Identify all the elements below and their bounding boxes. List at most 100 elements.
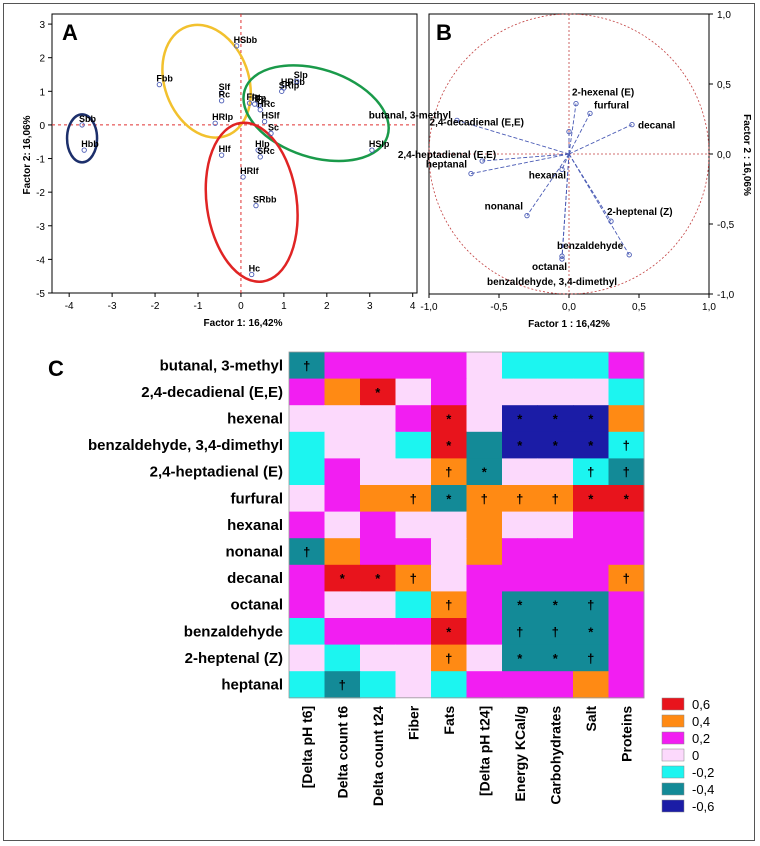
heatmap-cell bbox=[289, 458, 325, 486]
significance-mark: † bbox=[445, 465, 452, 480]
loading-label: decanal bbox=[638, 121, 675, 132]
heatmap-cell bbox=[466, 538, 503, 566]
heatmap-cell bbox=[395, 352, 432, 380]
panel-b-ytick-label: 1,0 bbox=[717, 10, 731, 21]
heatmap-row-label: benzaldehyde bbox=[184, 623, 283, 640]
loading-label: benzaldehyde bbox=[557, 241, 624, 252]
panel-a-point-label: Hlf bbox=[219, 144, 232, 154]
loading-label: nonanal bbox=[485, 202, 524, 213]
significance-mark: † bbox=[516, 491, 523, 506]
loading-label: furfural bbox=[594, 100, 629, 111]
heatmap-cell bbox=[324, 458, 361, 486]
heatmap-cell bbox=[502, 378, 538, 406]
heatmap-cell bbox=[431, 538, 467, 566]
panel-a-ylabel: Factor 2: 16,06% bbox=[22, 115, 33, 194]
significance-mark: † bbox=[552, 624, 559, 639]
loading-point bbox=[559, 256, 565, 262]
panel-a-point bbox=[240, 174, 246, 180]
loading-vector bbox=[561, 153, 570, 260]
heatmap-cell bbox=[466, 458, 503, 486]
cluster-ellipse-navy bbox=[65, 113, 99, 164]
heatmap-cell bbox=[502, 405, 538, 433]
heatmap-cell bbox=[395, 485, 432, 513]
heatmap-cell bbox=[573, 671, 609, 699]
heatmap-cell bbox=[360, 671, 396, 699]
panel-a-ytick-label: 1 bbox=[39, 87, 45, 98]
panel-a-point-label: Slf bbox=[219, 82, 232, 92]
heatmap-cell bbox=[360, 538, 396, 566]
heatmap-cell bbox=[289, 564, 325, 592]
heatmap-cell bbox=[431, 644, 467, 672]
panel-a-point-label: HRc bbox=[257, 99, 275, 109]
loading-vector bbox=[568, 124, 633, 155]
panel-c-letter: C bbox=[48, 356, 64, 381]
heatmap-cell bbox=[289, 431, 325, 459]
heatmap-column-label: Delta count t24 bbox=[370, 706, 386, 807]
panel-a-point bbox=[369, 147, 375, 153]
heatmap-column-label: Fiber bbox=[405, 705, 421, 740]
heatmap-cell bbox=[502, 671, 538, 699]
heatmap-cell bbox=[502, 564, 538, 592]
heatmap-row-label: 2,4-heptadienal (E) bbox=[150, 464, 283, 481]
heatmap-cell bbox=[324, 538, 361, 566]
heatmap-cell bbox=[395, 405, 432, 433]
heatmap-column-labels: [Delta pH t6] Delta count t6 Delta count t… bbox=[299, 705, 635, 806]
panel-a-points: SbbHbbFbbSlfRcHSbbHRlpHlfHRlfSRbbHcHlpSR… bbox=[79, 35, 390, 278]
panel-a-xtick-label: 0 bbox=[238, 301, 244, 312]
panel-a-point-label: Hbb bbox=[81, 139, 99, 149]
panel-a-point-label: SRbb bbox=[253, 195, 277, 205]
heatmap-cell bbox=[608, 671, 645, 699]
significance-mark: † bbox=[552, 491, 559, 506]
heatmap-cell bbox=[431, 458, 467, 486]
loading-vector bbox=[568, 153, 612, 222]
heatmap-column-label: Fats bbox=[441, 706, 457, 735]
cluster-ellipse-green bbox=[242, 64, 390, 163]
heatmap-cell bbox=[324, 485, 361, 513]
significance-mark: * bbox=[588, 438, 594, 453]
heatmap-cell bbox=[289, 538, 325, 566]
significance-mark: † bbox=[339, 678, 346, 693]
heatmap-cell bbox=[537, 538, 574, 566]
loading-vector bbox=[470, 153, 570, 175]
heatmap-row-label: decanal bbox=[227, 570, 283, 587]
significance-mark: * bbox=[624, 491, 630, 506]
panel-a-xtick-label: 2 bbox=[324, 301, 330, 312]
heatmap-row-label: furfural bbox=[231, 490, 284, 507]
heatmap-cell bbox=[431, 511, 467, 539]
panel-a-xlabel: Factor 1: 16,42% bbox=[204, 318, 283, 329]
loading-point bbox=[626, 252, 632, 258]
figure-frame bbox=[3, 3, 755, 841]
panel-a-point-label: Fbb bbox=[156, 74, 173, 84]
heatmap-cell bbox=[360, 591, 396, 619]
heatmap-cell bbox=[608, 538, 645, 566]
panel-a-letter: A bbox=[62, 20, 78, 45]
panel-a-point-label: HRbb bbox=[281, 77, 305, 87]
panel-b-ticks: -1,0 -0,5 0,0 0,5 1,0 1,0 0,5 0,0 -0,5 -1,0 bbox=[420, 10, 734, 313]
heatmap-cell bbox=[395, 591, 432, 619]
heatmap-cell bbox=[395, 671, 432, 699]
heatmap-cell bbox=[573, 538, 609, 566]
significance-mark: † bbox=[623, 465, 630, 480]
heatmap-cell bbox=[502, 618, 538, 646]
significance-mark: * bbox=[517, 412, 523, 427]
panel-a-xtick-label: -1 bbox=[194, 301, 203, 312]
loading-label: benzaldehyde, 3,4-dimethyl bbox=[487, 277, 617, 288]
heatmap-row-label: hexanal bbox=[227, 517, 283, 534]
heatmap-cell bbox=[289, 405, 325, 433]
loading-vector bbox=[456, 119, 570, 155]
heatmap-cell bbox=[573, 405, 609, 433]
heatmap-cell bbox=[431, 378, 467, 406]
heatmap-cell bbox=[324, 671, 361, 699]
heatmap-cell bbox=[395, 564, 432, 592]
heatmap-cell bbox=[608, 511, 645, 539]
panel-a-point-label: Sc bbox=[268, 122, 279, 132]
legend-swatch bbox=[661, 731, 685, 745]
heatmap-cell bbox=[573, 511, 609, 539]
heatmap-cell bbox=[537, 431, 574, 459]
heatmap-row-label: nonanal bbox=[225, 544, 283, 561]
heatmap-cell bbox=[289, 485, 325, 513]
heatmap-cell bbox=[537, 378, 574, 406]
panel-b-vectors: butanal, 3-methyl 2-hexenal (E)furfural de… bbox=[369, 88, 676, 288]
panel-a-point bbox=[218, 152, 225, 158]
significance-mark: † bbox=[410, 571, 417, 586]
